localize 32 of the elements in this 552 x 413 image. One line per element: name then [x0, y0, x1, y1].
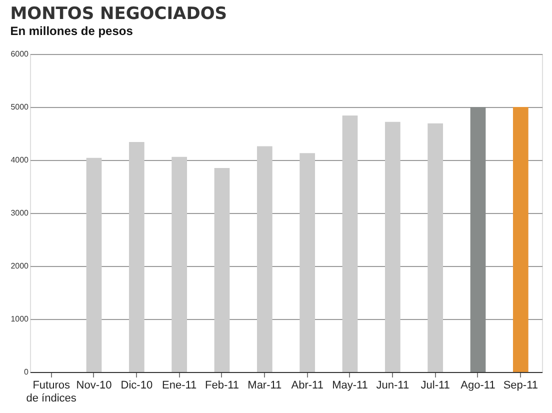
- x-tick-label: Ago-11: [460, 380, 496, 392]
- chart-subtitle: En millones de pesos: [10, 24, 134, 38]
- chart-title: MONTOS NEGOCIADOS: [10, 4, 228, 24]
- bar: [172, 156, 188, 372]
- bar: [86, 158, 102, 372]
- y-tick-label: 2000: [10, 262, 30, 270]
- x-tick-label: Abr-11: [291, 380, 324, 392]
- y-tick-label: 5000: [10, 102, 30, 112]
- x-tick-label: Ene-11: [162, 380, 197, 392]
- y-tick-label: 3000: [10, 208, 30, 218]
- bar: [470, 107, 486, 372]
- bar: [300, 153, 316, 372]
- bar: [428, 123, 444, 372]
- y-tick-label: 6000: [10, 50, 30, 58]
- y-tick-label: 0: [24, 368, 30, 376]
- x-tick-label: Nov-10: [76, 380, 112, 392]
- x-tick-label: Sep-11: [503, 380, 538, 392]
- bar: [256, 146, 272, 372]
- x-tick-label: Dic-10: [120, 380, 153, 392]
- bar: [384, 122, 400, 372]
- x-tick-label: Futuros de índices: [26, 380, 77, 404]
- bar: [128, 142, 144, 372]
- x-tick-label: Jun-11: [376, 380, 410, 392]
- x-tick-label: May-11: [332, 380, 368, 392]
- bar: [214, 168, 230, 372]
- bar: [342, 115, 358, 372]
- bar: [512, 107, 528, 372]
- x-tick-label: Mar-11: [248, 380, 282, 392]
- x-tick-label: Feb-11: [204, 380, 240, 392]
- y-tick-label: 1000: [10, 314, 30, 324]
- y-tick-label: 4000: [10, 156, 30, 164]
- x-tick-label: Jul-11: [420, 380, 450, 392]
